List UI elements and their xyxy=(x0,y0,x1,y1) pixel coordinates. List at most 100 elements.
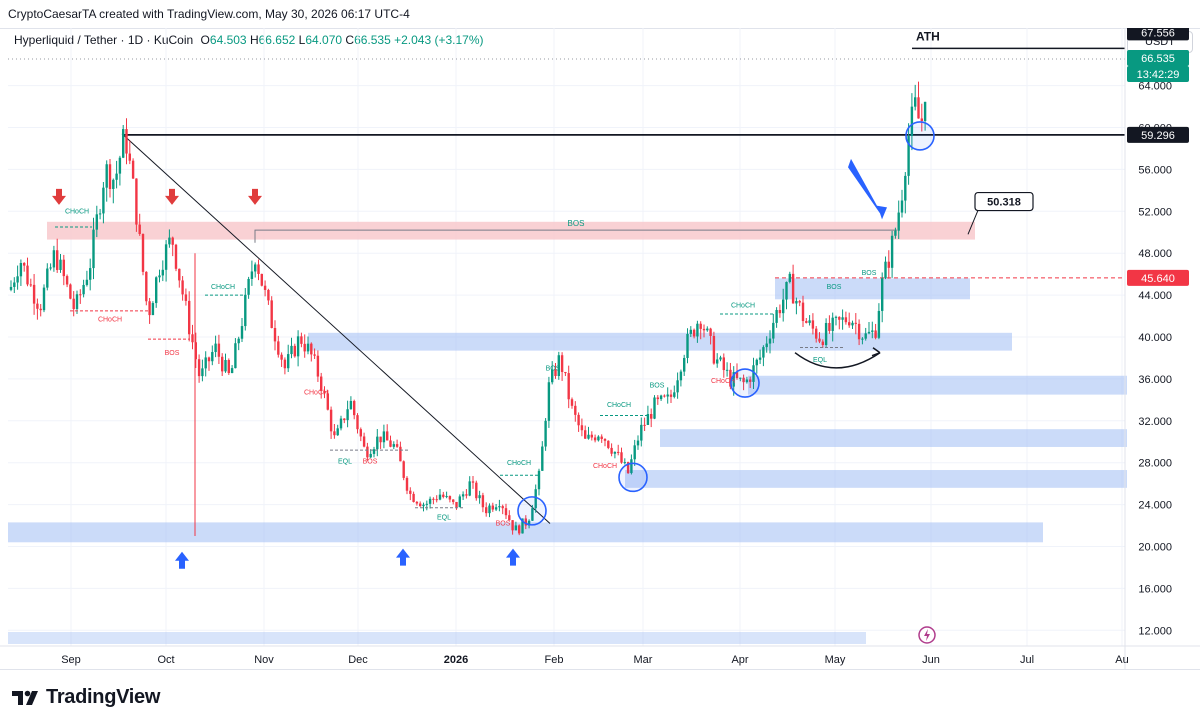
y-tick-label: 56.000 xyxy=(1138,164,1172,176)
candle xyxy=(181,276,184,301)
candle xyxy=(379,436,382,449)
candle xyxy=(148,297,151,324)
candle-body xyxy=(435,499,438,501)
candle xyxy=(811,313,815,335)
candle-body xyxy=(768,338,772,344)
candle xyxy=(597,435,600,442)
candle xyxy=(890,230,894,278)
candle-body xyxy=(59,259,62,270)
candle xyxy=(630,454,633,475)
candle-body xyxy=(277,341,280,355)
candle xyxy=(211,345,214,366)
candle xyxy=(32,274,36,315)
candle-body xyxy=(650,413,653,419)
candle-body xyxy=(72,298,75,310)
candle-body xyxy=(560,355,564,372)
candle-body xyxy=(854,322,857,324)
candle xyxy=(567,365,570,409)
highlight-circle xyxy=(730,368,760,398)
candle xyxy=(920,103,923,132)
candle-body xyxy=(778,309,782,314)
price-axis[interactable]: 64.00060.00056.00052.00048.00044.00040.0… xyxy=(1124,28,1172,670)
candle-body xyxy=(848,322,851,326)
candle xyxy=(112,178,115,204)
candle xyxy=(508,510,511,521)
candle xyxy=(537,468,541,496)
candle-body xyxy=(897,212,900,231)
price-tags: 67.556 66.535 13:42:29 59.296 45.640 xyxy=(1127,28,1189,286)
x-tick-label: Dec xyxy=(348,654,368,666)
bos-line xyxy=(254,229,897,243)
candle-body xyxy=(587,434,590,439)
candle-body xyxy=(590,434,593,438)
candle xyxy=(151,301,155,316)
time-axis[interactable]: Sep Oct Nov Dec 2026 Feb Mar Apr May Jun Jul Au xyxy=(0,645,1200,666)
candle xyxy=(910,93,914,151)
candle xyxy=(65,274,69,288)
candle xyxy=(392,441,395,450)
candle-body xyxy=(881,278,884,311)
candle xyxy=(788,271,791,284)
candle-body xyxy=(138,224,141,234)
candle xyxy=(320,372,323,399)
candle xyxy=(445,491,448,499)
candle-body xyxy=(574,405,577,415)
candle xyxy=(623,458,626,465)
candle-body xyxy=(762,347,765,358)
candle xyxy=(108,159,112,198)
candle-body xyxy=(864,333,867,339)
candle-body xyxy=(366,446,369,458)
candle xyxy=(13,277,16,294)
candle-body xyxy=(772,322,775,339)
candle-body xyxy=(630,459,633,474)
candle-body xyxy=(339,418,343,429)
candle xyxy=(894,227,897,239)
candle xyxy=(247,276,250,299)
candle xyxy=(293,343,296,358)
candle-body xyxy=(349,400,353,410)
candle-body xyxy=(709,328,712,336)
candle xyxy=(359,427,362,442)
price-tag-text: 59.296 xyxy=(1141,130,1175,142)
candle xyxy=(772,313,775,344)
x-tick-label: Au xyxy=(1115,654,1128,666)
candle xyxy=(191,324,194,350)
candle-body xyxy=(135,178,138,225)
candle-body xyxy=(811,320,815,329)
candle-body xyxy=(742,377,745,383)
candle xyxy=(524,515,527,530)
candle-body xyxy=(23,263,26,266)
candle xyxy=(828,315,831,334)
candle xyxy=(669,389,673,403)
candle-body xyxy=(600,436,603,440)
candle-body xyxy=(580,425,584,431)
supply-zone xyxy=(47,221,975,240)
candle-body xyxy=(841,317,844,320)
candle-body xyxy=(564,371,567,374)
candle-body xyxy=(171,237,174,245)
candle-body xyxy=(857,323,861,340)
candle xyxy=(610,443,613,457)
candle-body xyxy=(108,164,112,189)
candle xyxy=(491,502,494,512)
candle-body xyxy=(224,359,227,372)
brand[interactable]: TradingView xyxy=(12,686,160,709)
price-tag-bg xyxy=(1127,50,1189,67)
candle-body xyxy=(900,200,904,213)
candle-body xyxy=(19,263,23,277)
candle xyxy=(603,438,607,447)
candle xyxy=(224,353,227,373)
candle xyxy=(716,353,719,368)
candle-body xyxy=(16,276,19,283)
candle xyxy=(412,491,415,503)
candle-body xyxy=(712,335,716,364)
candle xyxy=(435,495,438,503)
candle-body xyxy=(481,495,485,508)
candle xyxy=(201,359,204,382)
symbol-title[interactable]: Hyperliquid / Tether · 1D · KuCoin xyxy=(14,33,194,47)
candle-body xyxy=(376,436,379,450)
candle xyxy=(300,332,303,348)
candle-body xyxy=(821,341,824,346)
candle xyxy=(62,254,65,286)
